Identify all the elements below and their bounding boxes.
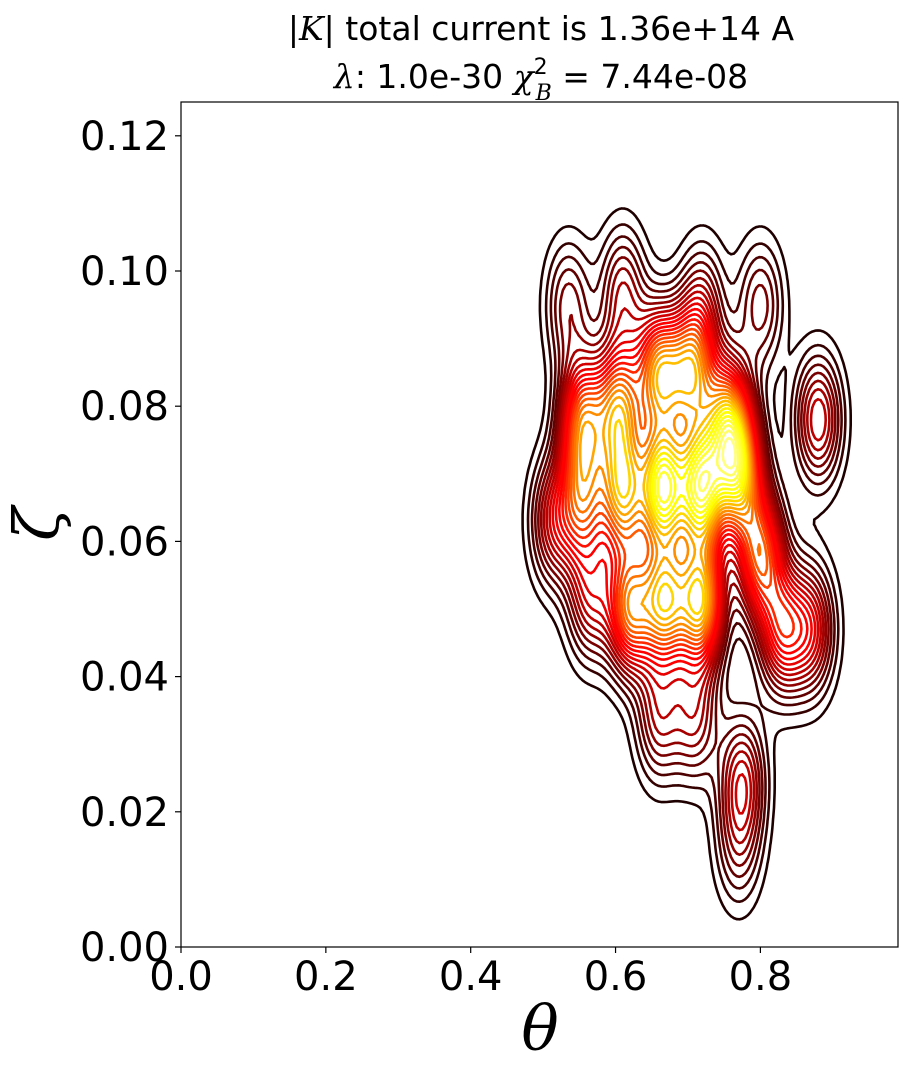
y-tick-label: 0.00	[80, 925, 169, 971]
y-tick-label: 0.12	[80, 114, 169, 160]
contour-level-line	[539, 267, 834, 856]
x-tick-label: 0.8	[729, 954, 793, 1000]
contour-level-line	[693, 424, 742, 502]
x-axis: 0.0 0.2 0.4 0.6 0.8	[149, 947, 792, 1000]
contour-level-line	[534, 245, 840, 879]
y-tick-label: 0.02	[80, 790, 169, 836]
y-tick-label: 0.08	[80, 384, 169, 430]
contour-level-line	[545, 290, 827, 832]
chart-title-line1: |K| total current is 1.36e+14 A	[288, 9, 795, 48]
contour-level-line	[558, 313, 809, 661]
contour-level-line	[651, 411, 746, 520]
contour-level-line	[551, 302, 817, 676]
contour-level-line	[542, 281, 831, 845]
x-axis-label: θ	[521, 992, 558, 1065]
x-tick-label: 0.4	[439, 954, 503, 1000]
plot-frame	[180, 101, 899, 948]
contour-level-line	[578, 349, 752, 628]
x-tick-label: 0.0	[149, 954, 213, 1000]
y-tick-label: 0.04	[80, 655, 169, 701]
contour-level-line	[537, 256, 837, 867]
contour-level-line	[575, 343, 753, 633]
y-tick-label: 0.10	[80, 249, 169, 295]
contour-level-line	[530, 235, 843, 890]
contour-level-line	[561, 318, 803, 656]
y-axis-label: ζ	[0, 504, 73, 541]
y-tick-label: 0.06	[80, 519, 169, 565]
contour-level-line	[569, 332, 769, 642]
y-axis: 0.00 0.02 0.04 0.06 0.08 0.10 0.12	[80, 114, 181, 971]
contour-level-line	[648, 407, 748, 525]
contour-level-line	[653, 415, 745, 514]
contour-level-line	[697, 429, 740, 493]
contour-plot	[521, 207, 852, 921]
contour-level-line	[656, 419, 743, 509]
x-tick-label: 0.6	[584, 954, 648, 1000]
contour-level-line	[521, 207, 852, 921]
contour-level-line	[554, 307, 813, 668]
contour-level-line	[548, 296, 820, 815]
contour-level-line	[526, 223, 847, 903]
contour-level-line	[721, 436, 737, 470]
contour-level-line	[608, 356, 750, 622]
x-tick-label: 0.2	[294, 954, 358, 1000]
chart-title-line2: λ: 1.0e-30 χ2 B = 7.44e-08	[332, 55, 748, 106]
